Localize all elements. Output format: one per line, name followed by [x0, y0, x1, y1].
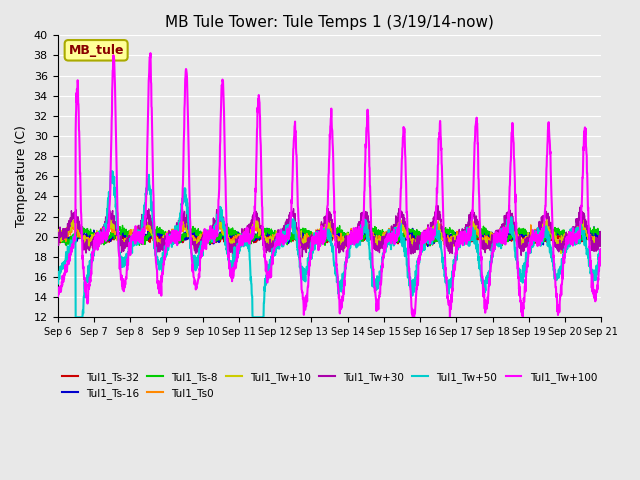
Tul1_Ts0: [228, 249, 236, 254]
Tul1_Tw+100: [598, 246, 605, 252]
Tul1_Tw+30: [488, 233, 495, 239]
Tul1_Tw+10: [598, 234, 605, 240]
Tul1_Ts-32: [278, 242, 286, 248]
Tul1_Ts-32: [565, 237, 573, 242]
Tul1_Tw+100: [357, 232, 365, 238]
Tul1_Ts0: [488, 239, 495, 245]
Tul1_Tw+50: [550, 267, 557, 273]
Tul1_Ts-32: [346, 237, 353, 242]
Tul1_Ts-32: [550, 235, 557, 241]
Tul1_Ts-8: [598, 233, 605, 239]
Tul1_Ts-32: [488, 236, 495, 242]
Tul1_Tw+100: [565, 231, 573, 237]
Tul1_Tw+100: [550, 252, 557, 258]
Tul1_Ts0: [357, 228, 365, 233]
Tul1_Ts-8: [565, 237, 573, 242]
Tul1_Ts-8: [357, 238, 365, 244]
Tul1_Tw+30: [550, 236, 557, 242]
Tul1_Tw+10: [488, 235, 495, 241]
Tul1_Tw+100: [346, 234, 353, 240]
Line: Tul1_Tw+10: Tul1_Tw+10: [58, 216, 602, 253]
Line: Tul1_Ts-32: Tul1_Ts-32: [58, 232, 602, 245]
Tul1_Tw+10: [565, 233, 573, 239]
Tul1_Tw+50: [206, 232, 214, 238]
Tul1_Ts-32: [358, 234, 365, 240]
Tul1_Ts-16: [550, 235, 557, 240]
Tul1_Ts0: [598, 234, 605, 240]
Legend: Tul1_Ts-32, Tul1_Ts-16, Tul1_Ts-8, Tul1_Ts0, Tul1_Tw+10, Tul1_Tw+30, Tul1_Tw+50,: Tul1_Ts-32, Tul1_Ts-16, Tul1_Ts-8, Tul1_…: [58, 368, 601, 403]
Tul1_Tw+10: [557, 251, 565, 256]
Tul1_Tw+30: [565, 229, 573, 235]
Tul1_Tw+100: [54, 293, 61, 299]
Text: MB_tule: MB_tule: [68, 44, 124, 57]
Tul1_Tw+30: [357, 220, 365, 226]
Tul1_Tw+30: [228, 254, 236, 260]
Tul1_Ts0: [565, 239, 573, 245]
Tul1_Tw+100: [488, 256, 495, 262]
Tul1_Tw+10: [54, 232, 61, 238]
Tul1_Ts0: [550, 233, 557, 239]
Line: Tul1_Ts-16: Tul1_Ts-16: [58, 227, 602, 246]
Tul1_Ts0: [205, 238, 213, 243]
Tul1_Ts-8: [223, 221, 231, 227]
Tul1_Ts-8: [346, 232, 353, 238]
Tul1_Tw+10: [205, 227, 213, 232]
Tul1_Tw+100: [205, 236, 213, 241]
Line: Tul1_Ts0: Tul1_Ts0: [58, 217, 602, 252]
Tul1_Ts0: [346, 235, 353, 241]
Y-axis label: Temperature (C): Temperature (C): [15, 125, 28, 227]
Tul1_Tw+50: [598, 250, 605, 255]
Tul1_Ts-16: [345, 236, 353, 241]
Tul1_Ts-8: [550, 229, 557, 235]
Tul1_Tw+30: [346, 234, 353, 240]
Tul1_Ts-16: [357, 237, 365, 243]
Tul1_Tw+10: [550, 242, 557, 248]
Tul1_Tw+30: [54, 235, 61, 240]
Tul1_Tw+50: [72, 314, 79, 320]
Tul1_Tw+10: [346, 233, 353, 239]
Tul1_Ts-32: [196, 229, 204, 235]
Tul1_Ts-32: [54, 233, 61, 239]
Tul1_Tw+30: [205, 228, 213, 234]
Line: Tul1_Tw+30: Tul1_Tw+30: [58, 205, 602, 257]
Line: Tul1_Tw+100: Tul1_Tw+100: [58, 53, 602, 317]
Tul1_Tw+10: [357, 221, 365, 227]
Tul1_Ts-8: [205, 237, 213, 243]
Line: Tul1_Ts-8: Tul1_Ts-8: [58, 224, 602, 246]
Tul1_Ts0: [54, 234, 61, 240]
Tul1_Ts-16: [590, 224, 598, 230]
Tul1_Ts-8: [488, 231, 495, 237]
Tul1_Ts0: [360, 215, 368, 220]
Tul1_Tw+50: [488, 246, 495, 252]
Tul1_Tw+100: [410, 314, 417, 320]
Tul1_Ts-8: [54, 229, 61, 235]
Tul1_Tw+100: [147, 50, 154, 56]
Tul1_Ts-16: [205, 237, 213, 243]
Tul1_Ts-8: [426, 243, 434, 249]
Tul1_Tw+50: [346, 239, 353, 244]
Tul1_Ts-32: [205, 239, 213, 244]
Title: MB Tule Tower: Tule Temps 1 (3/19/14-now): MB Tule Tower: Tule Temps 1 (3/19/14-now…: [165, 15, 494, 30]
Tul1_Tw+10: [253, 213, 261, 218]
Tul1_Ts-32: [598, 236, 605, 241]
Tul1_Tw+50: [358, 230, 365, 236]
Tul1_Ts-16: [564, 232, 572, 238]
Tul1_Tw+50: [54, 274, 61, 280]
Tul1_Ts-16: [424, 243, 431, 249]
Tul1_Tw+50: [108, 168, 116, 174]
Tul1_Tw+30: [506, 202, 513, 208]
Tul1_Ts-16: [54, 235, 61, 240]
Tul1_Tw+50: [565, 233, 573, 239]
Line: Tul1_Tw+50: Tul1_Tw+50: [58, 171, 602, 317]
Tul1_Ts-16: [488, 233, 495, 239]
Tul1_Tw+30: [598, 237, 605, 242]
Tul1_Ts-16: [598, 234, 605, 240]
